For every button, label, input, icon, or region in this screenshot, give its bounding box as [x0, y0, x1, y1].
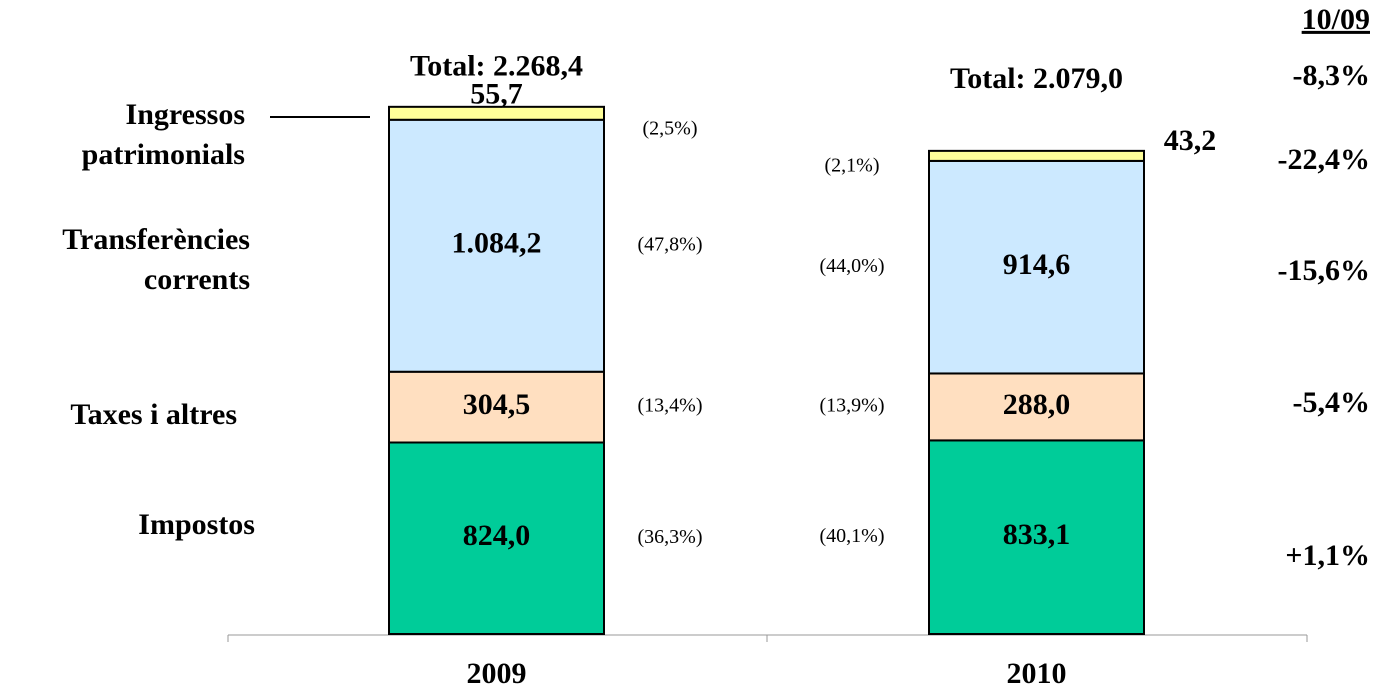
- series-label: Impostos: [138, 508, 255, 541]
- value-label: 55,7: [470, 78, 523, 111]
- bar-segment: [388, 118, 605, 373]
- bar-segment: [928, 372, 1145, 442]
- bar-segment: [928, 439, 1145, 636]
- change-label: -15,6%: [1278, 254, 1371, 287]
- series-label: Transferències corrents: [62, 223, 250, 296]
- bar-segment: [388, 370, 605, 444]
- change-label: -22,4%: [1278, 143, 1371, 176]
- value-label: 1.084,2: [452, 227, 542, 260]
- share-label: (2,1%): [825, 155, 880, 177]
- value-label: 824,0: [463, 519, 531, 552]
- bar-segment: [928, 149, 1145, 162]
- share-label: (2,5%): [643, 118, 698, 140]
- total-label: Total: 2.079,0: [950, 62, 1123, 95]
- share-label: (40,1%): [820, 525, 885, 547]
- x-tick-label: 2010: [1007, 657, 1067, 690]
- series-label: Taxes i altres: [70, 398, 237, 431]
- value-label: 288,0: [1003, 388, 1071, 421]
- share-label: (47,8%): [638, 233, 703, 255]
- bar-segment: [388, 105, 605, 121]
- bar-segment: [388, 441, 605, 636]
- value-label: 914,6: [1003, 248, 1071, 281]
- x-tick-label: 2009: [467, 657, 527, 690]
- total-label: Total: 2.268,4: [410, 50, 583, 83]
- change-header: 10/09: [1302, 3, 1370, 36]
- value-label: 304,5: [463, 388, 531, 421]
- value-label: 833,1: [1003, 518, 1071, 551]
- series-label: Ingressos patrimonials: [81, 98, 245, 171]
- total-change: -8,3%: [1293, 59, 1371, 92]
- change-label: +1,1%: [1285, 539, 1370, 572]
- share-label: (13,9%): [820, 395, 885, 417]
- share-label: (13,4%): [638, 395, 703, 417]
- share-label: (44,0%): [820, 255, 885, 277]
- share-label: (36,3%): [638, 526, 703, 548]
- change-label: -5,4%: [1293, 386, 1371, 419]
- bar-segment: [928, 159, 1145, 375]
- value-label: 43,2: [1164, 124, 1217, 157]
